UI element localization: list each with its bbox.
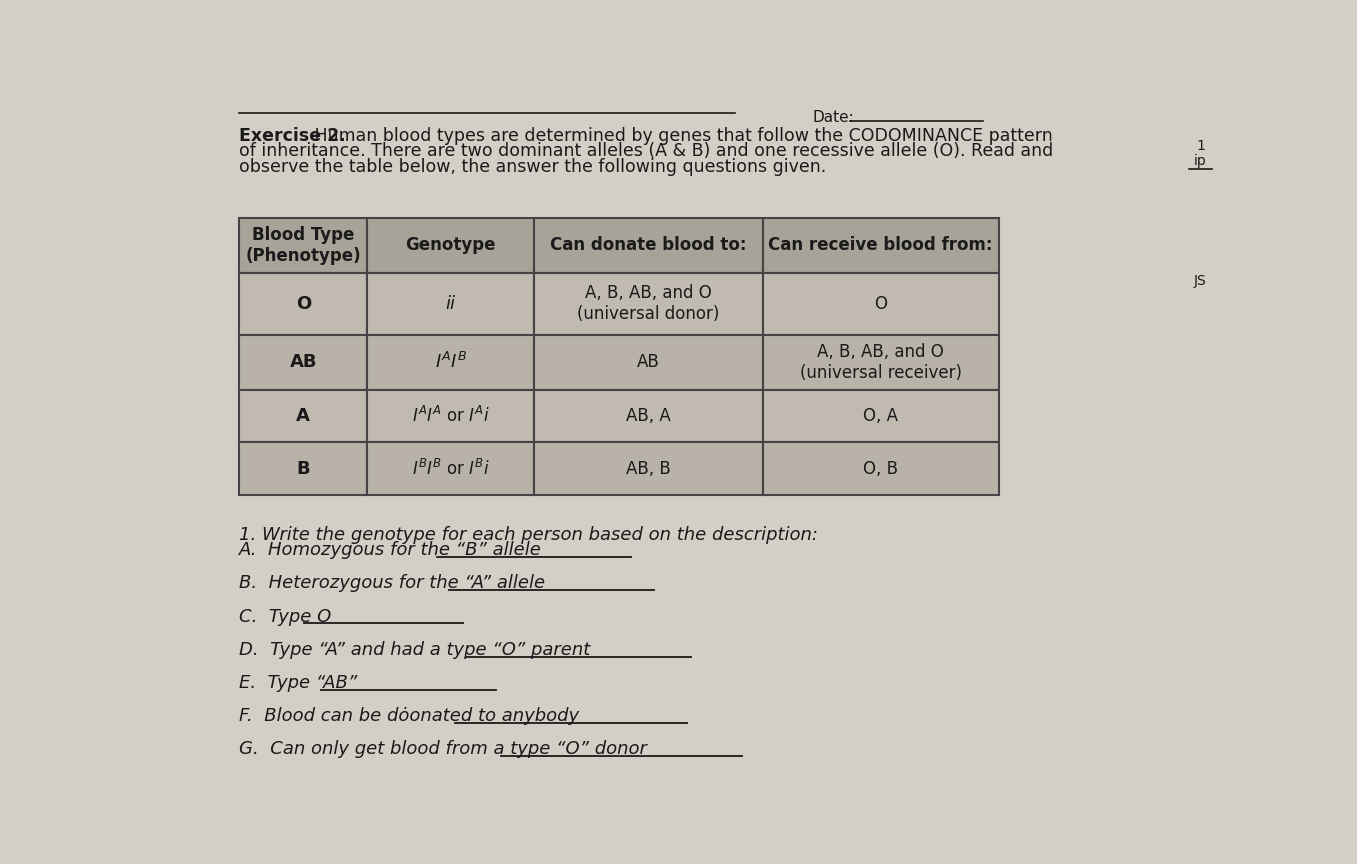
Bar: [533, 391, 763, 442]
Text: E.  Type “AB”: E. Type “AB”: [239, 674, 358, 692]
Bar: [239, 391, 368, 442]
Text: B: B: [296, 460, 311, 478]
Text: Date:: Date:: [813, 110, 855, 124]
Bar: [368, 273, 533, 334]
Text: Can donate blood to:: Can donate blood to:: [550, 237, 746, 254]
Text: Blood Type
(Phenotype): Blood Type (Phenotype): [246, 226, 361, 264]
Bar: [763, 218, 999, 273]
Text: D.  Type “A” and had a type “O” parent: D. Type “A” and had a type “O” parent: [239, 640, 590, 658]
Text: 1. Write the genotype for each person based on the description:: 1. Write the genotype for each person ba…: [239, 525, 818, 543]
Bar: [763, 442, 999, 495]
Text: A, B, AB, and O
(universal donor): A, B, AB, and O (universal donor): [577, 284, 719, 323]
Text: O: O: [874, 295, 887, 313]
Text: 1: 1: [1196, 139, 1205, 153]
Text: A.  Homozygous for the “B” allele: A. Homozygous for the “B” allele: [239, 541, 543, 559]
Bar: [533, 442, 763, 495]
Text: AB, B: AB, B: [626, 460, 670, 478]
Bar: [533, 334, 763, 391]
Text: Can receive blood from:: Can receive blood from:: [768, 237, 993, 254]
Text: O, A: O, A: [863, 407, 898, 425]
Text: $\mathit{I}^{A}\mathit{I}^{A}$ or $\mathit{I}^{A}i$: $\mathit{I}^{A}\mathit{I}^{A}$ or $\math…: [411, 406, 490, 426]
Text: C.  Type O: C. Type O: [239, 607, 331, 626]
Text: F.  Blood can be dȯonated to anybody: F. Blood can be dȯonated to anybody: [239, 707, 579, 725]
Text: O, B: O, B: [863, 460, 898, 478]
Text: B.  Heterozygous for the “A” allele: B. Heterozygous for the “A” allele: [239, 575, 546, 593]
Bar: [239, 334, 368, 391]
Bar: [763, 273, 999, 334]
Text: AB, A: AB, A: [626, 407, 670, 425]
Text: AB: AB: [636, 353, 660, 372]
Bar: [368, 442, 533, 495]
Bar: [533, 218, 763, 273]
Text: Exercise 2.: Exercise 2.: [239, 127, 346, 145]
Bar: [239, 218, 368, 273]
Text: $\mathit{I}^{B}\mathit{I}^{B}$ or $\mathit{I}^{B}i$: $\mathit{I}^{B}\mathit{I}^{B}$ or $\math…: [411, 459, 490, 479]
Text: Human blood types are determined by genes that follow the CODOMINANCE pattern: Human blood types are determined by gene…: [309, 127, 1053, 145]
Text: G.  Can only get blood from a type “O” donor: G. Can only get blood from a type “O” do…: [239, 740, 647, 758]
Bar: [239, 442, 368, 495]
Bar: [368, 391, 533, 442]
Text: JS: JS: [1194, 274, 1206, 288]
Text: ii: ii: [445, 295, 456, 313]
Text: A: A: [296, 407, 311, 425]
Text: A, B, AB, and O
(universal receiver): A, B, AB, and O (universal receiver): [799, 343, 962, 382]
Text: AB: AB: [289, 353, 318, 372]
Text: Genotype: Genotype: [406, 237, 495, 254]
Bar: [368, 334, 533, 391]
Bar: [368, 218, 533, 273]
Text: observe the table below, the answer the following questions given.: observe the table below, the answer the …: [239, 157, 826, 175]
Text: O: O: [296, 295, 311, 313]
Text: $\mathit{I}^{A}\mathit{I}^{B}$: $\mathit{I}^{A}\mathit{I}^{B}$: [434, 353, 467, 372]
Bar: [763, 391, 999, 442]
Bar: [239, 273, 368, 334]
Bar: [533, 273, 763, 334]
Text: of inheritance. There are two dominant alleles (A & B) and one recessive allele : of inheritance. There are two dominant a…: [239, 143, 1053, 160]
Bar: [763, 334, 999, 391]
Text: ip: ip: [1194, 155, 1206, 168]
